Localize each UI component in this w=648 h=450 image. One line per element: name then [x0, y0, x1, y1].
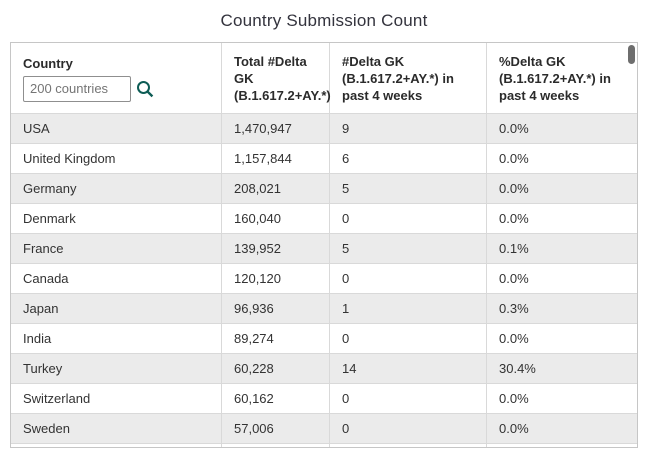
column-header-country: Country: [11, 43, 222, 113]
cell-total: 120,120: [222, 264, 330, 293]
country-submission-table: Country Total #Delta GK (B.1.617.2+AY.*)…: [10, 42, 638, 448]
cell-country: United Kingdom: [11, 144, 222, 173]
cell-recent: 0: [330, 264, 487, 293]
cell-total: [222, 444, 330, 447]
table-row[interactable]: Turkey 60,228 14 30.4%: [11, 353, 637, 383]
table-row[interactable]: Denmark 160,040 0 0.0%: [11, 203, 637, 233]
cell-pct: 0.0%: [499, 121, 529, 136]
country-search: [23, 75, 211, 102]
column-header-recent: #Delta GK (B.1.617.2+AY.*) in past 4 wee…: [330, 43, 487, 113]
cell-pct: [487, 444, 637, 447]
cell-recent: 1: [330, 294, 487, 323]
search-icon: [135, 79, 155, 99]
cell-country: Germany: [11, 174, 222, 203]
cell-total: 96,936: [222, 294, 330, 323]
cell-country: USA: [11, 114, 222, 143]
cell-country: Switzerland: [11, 384, 222, 413]
cell-recent: 9: [330, 114, 487, 143]
cell-total: 60,228: [222, 354, 330, 383]
table-row[interactable]: Sweden 57,006 0 0.0%: [11, 413, 637, 443]
cell-total: 1,470,947: [222, 114, 330, 143]
cell-pct: 0.0%: [499, 331, 529, 346]
cell-pct: 0.0%: [499, 421, 529, 436]
cell-country: [11, 444, 222, 447]
cell-pct: 0.0%: [499, 271, 529, 286]
cell-country: Turkey: [11, 354, 222, 383]
table-row[interactable]: Germany 208,021 5 0.0%: [11, 173, 637, 203]
cell-pct: 0.0%: [499, 391, 529, 406]
search-button[interactable]: [135, 79, 155, 99]
table-row[interactable]: Japan 96,936 1 0.3%: [11, 293, 637, 323]
cell-recent: 0: [330, 384, 487, 413]
cell-pct: 0.0%: [499, 181, 529, 196]
cell-total: 160,040: [222, 204, 330, 233]
page-title: Country Submission Count: [220, 11, 428, 30]
cell-pct: 0.3%: [499, 301, 529, 316]
cell-recent: 14: [330, 354, 487, 383]
scrollbar-thumb[interactable]: [628, 45, 635, 64]
table-header-row: Country Total #Delta GK (B.1.617.2+AY.*)…: [11, 43, 637, 113]
cell-recent: [330, 444, 487, 447]
cell-total: 89,274: [222, 324, 330, 353]
cell-country: Sweden: [11, 414, 222, 443]
column-header-pct: %Delta GK (B.1.617.2+AY.*) in past 4 wee…: [499, 53, 611, 103]
table-row[interactable]: United Kingdom 1,157,844 6 0.0%: [11, 143, 637, 173]
cell-recent: 6: [330, 144, 487, 173]
table-row[interactable]: India 89,274 0 0.0%: [11, 323, 637, 353]
cell-pct: 0.0%: [499, 151, 529, 166]
table-row[interactable]: France 139,952 5 0.1%: [11, 233, 637, 263]
cell-country: Japan: [11, 294, 222, 323]
vertical-scrollbar[interactable]: [626, 43, 637, 447]
cell-recent: 0: [330, 324, 487, 353]
table-row-partial: [11, 443, 637, 447]
cell-pct: 0.1%: [499, 241, 529, 256]
cell-country: Denmark: [11, 204, 222, 233]
cell-recent: 5: [330, 234, 487, 263]
cell-country: France: [11, 234, 222, 263]
cell-total: 139,952: [222, 234, 330, 263]
table-row[interactable]: USA 1,470,947 9 0.0%: [11, 113, 637, 143]
cell-pct: 30.4%: [499, 361, 536, 376]
cell-country: Canada: [11, 264, 222, 293]
column-header-total: Total #Delta GK (B.1.617.2+AY.*): [222, 43, 331, 113]
table-row[interactable]: Canada 120,120 0 0.0%: [11, 263, 637, 293]
table-row[interactable]: Switzerland 60,162 0 0.0%: [11, 383, 637, 413]
cell-total: 57,006: [222, 414, 330, 443]
cell-total: 60,162: [222, 384, 330, 413]
cell-country: India: [11, 324, 222, 353]
cell-total: 208,021: [222, 174, 330, 203]
cell-total: 1,157,844: [222, 144, 330, 173]
cell-recent: 0: [330, 414, 487, 443]
cell-recent: 5: [330, 174, 487, 203]
cell-pct: 0.0%: [499, 211, 529, 226]
cell-recent: 0: [330, 204, 487, 233]
country-search-input[interactable]: [23, 75, 131, 102]
column-header-country-label: Country: [23, 55, 73, 71]
